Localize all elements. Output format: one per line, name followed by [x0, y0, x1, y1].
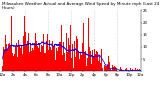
Text: Milwaukee Weather Actual and Average Wind Speed by Minute mph (Last 24 Hours): Milwaukee Weather Actual and Average Win…	[2, 2, 159, 10]
